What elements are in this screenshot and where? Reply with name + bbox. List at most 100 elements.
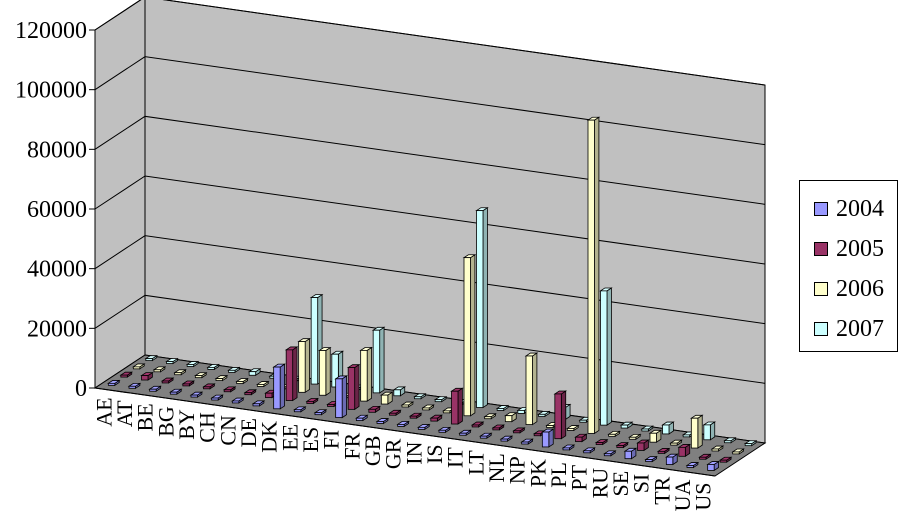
bar-side [457, 387, 463, 425]
bar-front [496, 408, 505, 411]
bar-front [479, 435, 488, 439]
bar-front [699, 456, 707, 460]
bar-front [285, 349, 294, 401]
x-tick-label: GB [360, 436, 385, 467]
bar-front [252, 403, 260, 407]
bar-2005-CN [243, 389, 258, 396]
bar-side [292, 346, 298, 402]
bar-2004-SE [623, 447, 638, 460]
x-tick-label: SE [608, 471, 633, 497]
bar-front [711, 448, 719, 452]
x-tick-label: DE [236, 418, 261, 447]
bar-front [273, 366, 281, 410]
bar-2005-GR [408, 412, 423, 419]
bar-2006-LT [504, 412, 518, 423]
bar-2005-AE [119, 371, 134, 378]
x-tick-label: AT [112, 400, 137, 427]
bar-2004-PK [541, 428, 555, 448]
bar-2005-IS [450, 387, 464, 425]
bar-side [560, 390, 567, 440]
bar-front [645, 459, 653, 463]
x-tick-label: CH [195, 412, 220, 443]
x-tick-label: EE [277, 424, 302, 451]
bar-front [335, 378, 343, 419]
bar-2005-LT [491, 424, 506, 431]
bar-front [434, 399, 443, 403]
bar-front [256, 384, 265, 387]
bar-2005-UA [698, 453, 712, 460]
bar-front [744, 443, 753, 447]
gridline [94, 294, 766, 384]
bar-2006-SI [669, 439, 683, 446]
y-tick-label: 80000 [27, 137, 87, 163]
bar-2006-SE [648, 429, 663, 443]
chart-walls [93, 0, 767, 477]
bar-2005-PT [594, 438, 609, 446]
bar-front [463, 257, 471, 417]
y-tick-label: 60000 [27, 197, 87, 223]
bar-front [600, 290, 608, 426]
bar-2006-NL [524, 352, 539, 426]
bar-front [298, 341, 306, 393]
x-tick-label: FI [319, 430, 344, 450]
bar-2005-CH [222, 386, 237, 393]
bar-2004-TR [665, 453, 679, 466]
bar-2005-BE [160, 377, 175, 384]
gridline [94, 235, 766, 325]
bar-side [594, 116, 600, 435]
y-tick-label: 120000 [15, 18, 87, 44]
bar-2004-AE [107, 379, 121, 387]
bar-2005-NL [512, 427, 526, 434]
bar-front [186, 364, 195, 367]
legend-item-2006: 2006 [800, 269, 897, 309]
bar-2005-FR [367, 405, 382, 414]
bar-2004-LT [479, 432, 493, 439]
bar-2004-FR [355, 414, 369, 422]
x-tick-label: CN [215, 415, 240, 446]
bar-front [682, 434, 691, 438]
bar-side [697, 414, 703, 449]
x-tick-label: US [691, 483, 716, 511]
bar-2007-TR [702, 421, 717, 441]
bar-front [620, 424, 629, 429]
bar-2007-FI [371, 326, 386, 394]
bar-2005-IT [470, 421, 485, 428]
bar-2005-DK [284, 346, 299, 402]
legend: 2004 2005 2006 2007 [799, 180, 898, 352]
bar-2004-CH [210, 394, 224, 401]
bar-2004-BE [148, 385, 162, 392]
bar-front [579, 419, 587, 423]
bar-front [504, 415, 513, 423]
bar-front [215, 378, 223, 381]
y-tick-label: 20000 [27, 316, 87, 342]
bar-front [649, 432, 657, 443]
bar-front [517, 410, 525, 414]
y-tick-label: 40000 [27, 257, 87, 283]
bar-front [678, 446, 686, 457]
bar-2005-PK [553, 390, 568, 440]
bar-front [422, 407, 430, 411]
bar-front [628, 436, 637, 440]
legend-item-2005: 2005 [800, 229, 897, 269]
bar-front [194, 375, 203, 379]
bar-side [470, 254, 476, 417]
bar-front [376, 421, 384, 424]
bar-2007-IT [495, 404, 510, 412]
bar-2004-PT [582, 447, 596, 454]
legend-item-2004: 2004 [800, 189, 897, 229]
bar-2007-BY [227, 366, 241, 374]
bar-2004-RU [603, 450, 617, 457]
bar-front [624, 450, 632, 460]
bar-2007-BE [185, 360, 200, 368]
legend-label: 2005 [836, 235, 884, 262]
gridline [94, 56, 766, 146]
bar-2006-GR [421, 404, 435, 411]
bar-front [566, 428, 575, 431]
x-tick-label: DK [257, 421, 282, 453]
bar-2004-IS [437, 426, 452, 434]
bar-2006-BY [214, 374, 229, 382]
x-tick-label: NP [505, 456, 530, 484]
bars [107, 116, 758, 472]
gridline [94, 175, 766, 265]
